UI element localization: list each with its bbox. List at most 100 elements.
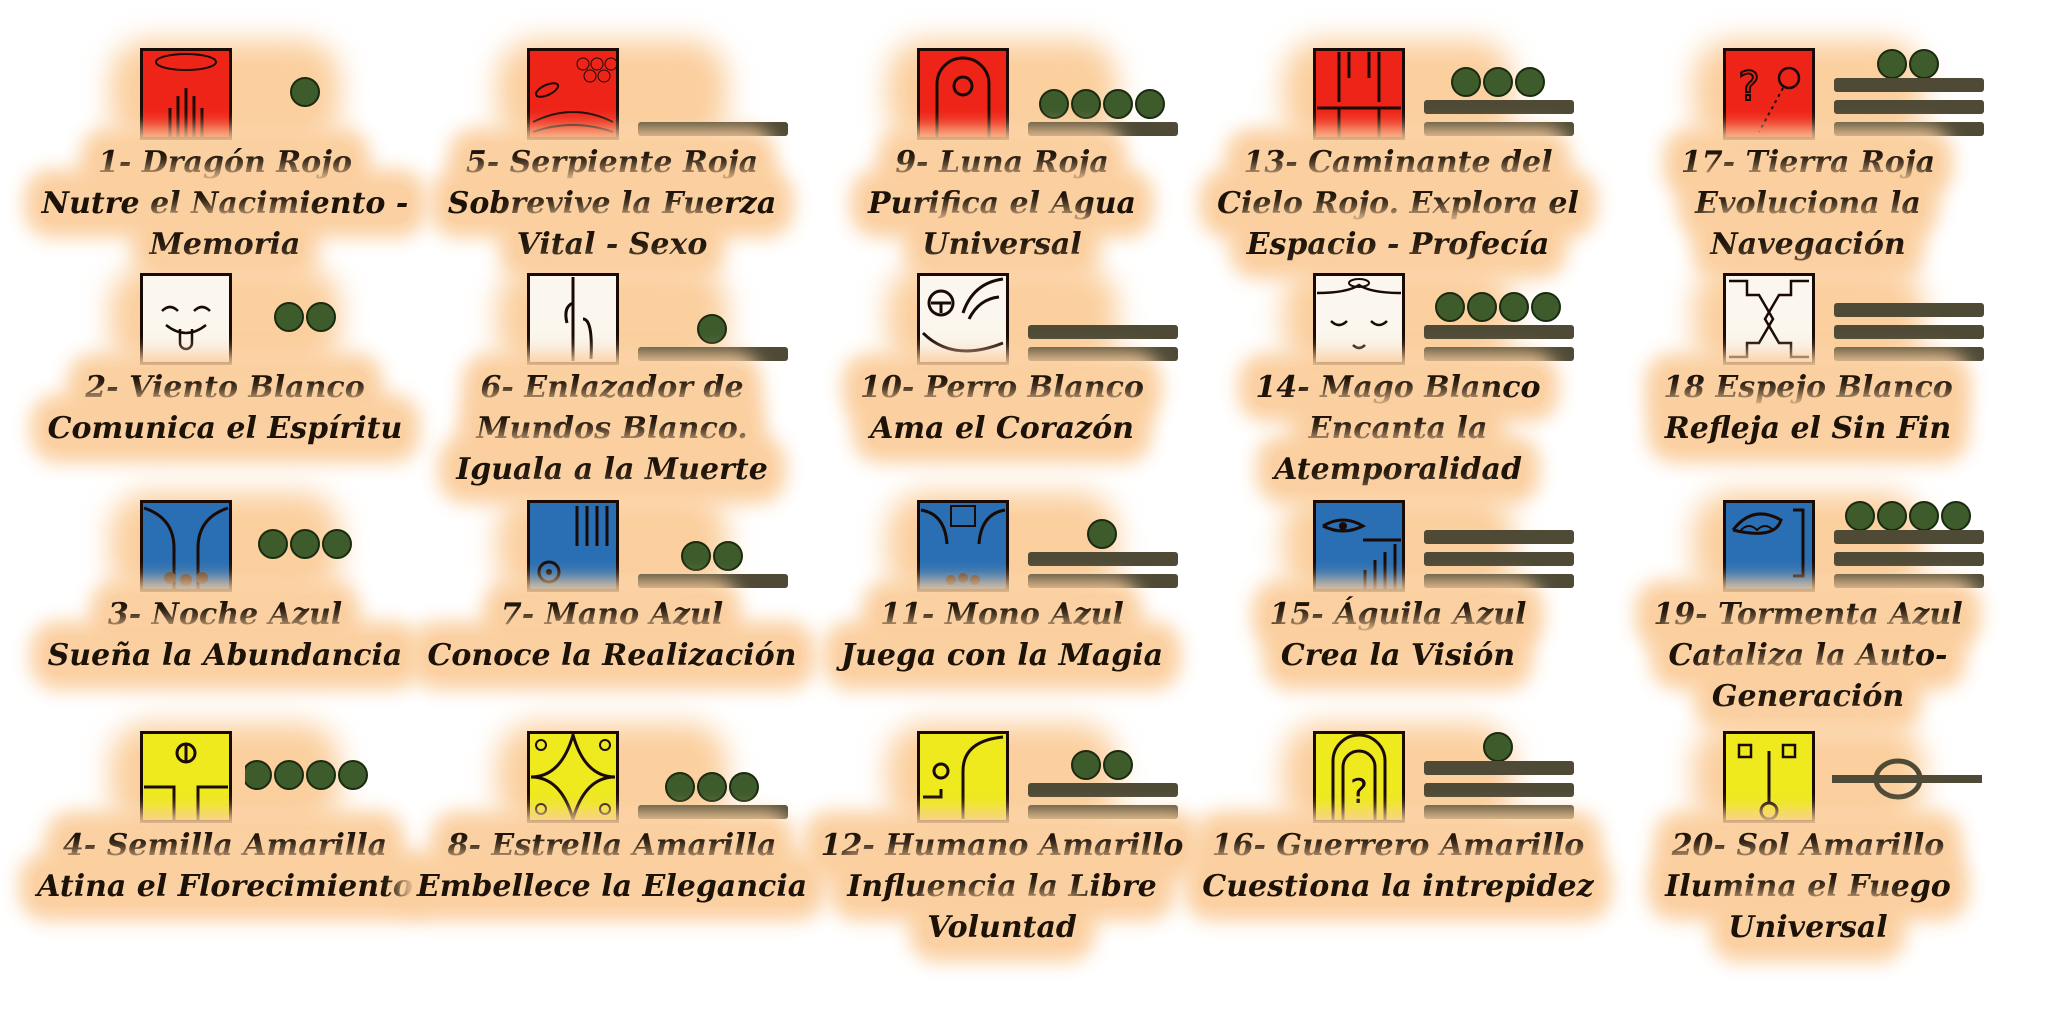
seal-cell-10: 10- Perro Blanco Ama el Corazón	[802, 265, 1202, 495]
maya-number-2	[245, 273, 405, 365]
number-bar	[1424, 761, 1574, 775]
seal-caption: 2- Viento Blanco Comunica el Espíritu	[25, 367, 425, 449]
number-dot	[338, 760, 368, 790]
number-bar	[1834, 122, 1984, 136]
seal-cell-5: 5- Serpiente Roja Sobrevive la Fuerza Vita…	[412, 40, 812, 270]
seal-caption: 18 Espejo Blanco Refleja el Sin Fin	[1608, 367, 2008, 449]
number-dot	[1483, 67, 1513, 97]
number-dot	[306, 760, 336, 790]
number-bar	[1424, 552, 1574, 566]
seal-title: 10- Perro Blanco	[856, 367, 1148, 408]
seal-description-line: Mundos Blanco.	[472, 408, 752, 449]
number-dot	[729, 772, 759, 802]
seal-caption: 6- Enlazador de Mundos Blanco. Iguala a la…	[412, 367, 812, 490]
number-dot	[258, 529, 288, 559]
maya-number-8	[632, 731, 792, 823]
seal-description-line: Generación	[1707, 676, 1909, 717]
number-bar	[1834, 100, 1984, 114]
seal-title: 12- Humano Amarillo	[816, 825, 1188, 866]
seal-title: 14- Mago Blanco	[1251, 367, 1545, 408]
number-dot	[1039, 89, 1069, 119]
seal-cell-2: 2- Viento Blanco Comunica el Espíritu	[25, 265, 425, 495]
svg-text:?: ?	[1350, 772, 1368, 812]
maya-number-7	[632, 500, 792, 592]
number-dot	[1845, 501, 1875, 531]
seal-caption: 9- Luna Roja Purifica el Agua Universal	[802, 142, 1202, 265]
number-dot	[1877, 49, 1907, 79]
seed-glyph-icon	[140, 731, 232, 823]
maya-number-12	[1022, 731, 1182, 823]
number-dot	[1435, 292, 1465, 322]
seal-cell-17: ? 17- Tierra Roja Evoluciona la Navegación	[1608, 40, 2008, 270]
seal-description-line: Embellece la Elegancia	[412, 866, 812, 907]
number-dot	[1515, 67, 1545, 97]
seal-caption: 16- Guerrero Amarillo Cuestiona la intrep…	[1198, 825, 1598, 907]
number-dot	[1071, 750, 1101, 780]
seal-caption: 10- Perro Blanco Ama el Corazón	[802, 367, 1202, 449]
number-dot	[274, 760, 304, 790]
seal-description-line: Espacio - Profecía	[1242, 224, 1554, 265]
seal-title: 4- Semilla Amarilla	[58, 825, 392, 866]
number-bar	[1424, 783, 1574, 797]
number-dot	[665, 772, 695, 802]
number-dot	[713, 541, 743, 571]
seal-caption: 19- Tormenta Azul Cataliza la Auto- Genera…	[1608, 594, 2008, 717]
moon-glyph-icon	[917, 48, 1009, 140]
seal-title: 9- Luna Roja	[891, 142, 1113, 183]
seal-title: 18 Espejo Blanco	[1659, 367, 1957, 408]
number-dot	[697, 314, 727, 344]
wind-glyph-icon	[140, 273, 232, 365]
seal-description-line: Purifica el Agua	[864, 183, 1140, 224]
number-dot	[1909, 501, 1939, 531]
seal-title: 3- Noche Azul	[103, 594, 347, 635]
number-bar	[638, 574, 788, 588]
maya-number-4	[245, 731, 405, 823]
number-dot	[274, 302, 304, 332]
number-bar	[1834, 574, 1984, 588]
seal-caption: 7- Mano Azul Conoce la Realización	[412, 594, 812, 676]
seal-description-line: Universal	[1724, 907, 1892, 948]
seal-cell-9: 9- Luna Roja Purifica el Agua Universal	[802, 40, 1202, 270]
monkey-glyph-icon	[917, 500, 1009, 592]
maya-number-18	[1828, 273, 1988, 365]
seal-cell-14: 14- Mago Blanco Encanta la Atemporalidad	[1198, 265, 1598, 495]
number-bar	[1424, 530, 1574, 544]
seal-title: 8- Estrella Amarilla	[443, 825, 781, 866]
svg-text:?: ?	[1738, 64, 1759, 110]
eagle-glyph-icon	[1313, 500, 1405, 592]
sun-glyph-icon	[1723, 731, 1815, 823]
number-dot	[1909, 49, 1939, 79]
number-bar	[1028, 347, 1178, 361]
skywalker-glyph-icon	[1313, 48, 1405, 140]
seal-description-line: Comunica el Espíritu	[43, 408, 407, 449]
seal-title: 6- Enlazador de	[476, 367, 748, 408]
seal-caption: 3- Noche Azul Sueña la Abundancia	[25, 594, 425, 676]
number-dot	[1531, 292, 1561, 322]
seal-description-line: Crea la Visión	[1276, 635, 1520, 676]
number-dot	[1103, 89, 1133, 119]
seal-title: 2- Viento Blanco	[81, 367, 369, 408]
number-bar	[1424, 574, 1574, 588]
seal-caption: 8- Estrella Amarilla Embellece la Eleganc…	[412, 825, 812, 907]
seal-description-line: Nutre el Nacimiento -	[37, 183, 413, 224]
number-dot	[290, 77, 320, 107]
number-dot	[306, 302, 336, 332]
dragon-glyph-icon	[140, 48, 232, 140]
number-dot	[697, 772, 727, 802]
number-dot	[681, 541, 711, 571]
number-dot	[1877, 501, 1907, 531]
number-dot	[1103, 750, 1133, 780]
number-bar	[1028, 805, 1178, 819]
maya-number-13	[1418, 48, 1578, 140]
seal-title: 7- Mano Azul	[496, 594, 728, 635]
seal-cell-13: 13- Caminante del Cielo Rojo. Explora el E…	[1198, 40, 1598, 270]
seal-description-line: Evoluciona la	[1691, 183, 1925, 224]
number-bar	[638, 805, 788, 819]
seal-caption: 4- Semilla Amarilla Atina el Florecimient…	[25, 825, 425, 907]
maya-number-11	[1022, 500, 1182, 592]
seal-cell-3: 3- Noche Azul Sueña la Abundancia	[25, 492, 425, 722]
seal-caption: 20- Sol Amarillo Ilumina el Fuego Universa…	[1608, 825, 2008, 948]
maya-number-3	[245, 500, 405, 592]
number-dot	[322, 529, 352, 559]
seal-caption: 1- Dragón Rojo Nutre el Nacimiento - Memor…	[25, 142, 425, 265]
